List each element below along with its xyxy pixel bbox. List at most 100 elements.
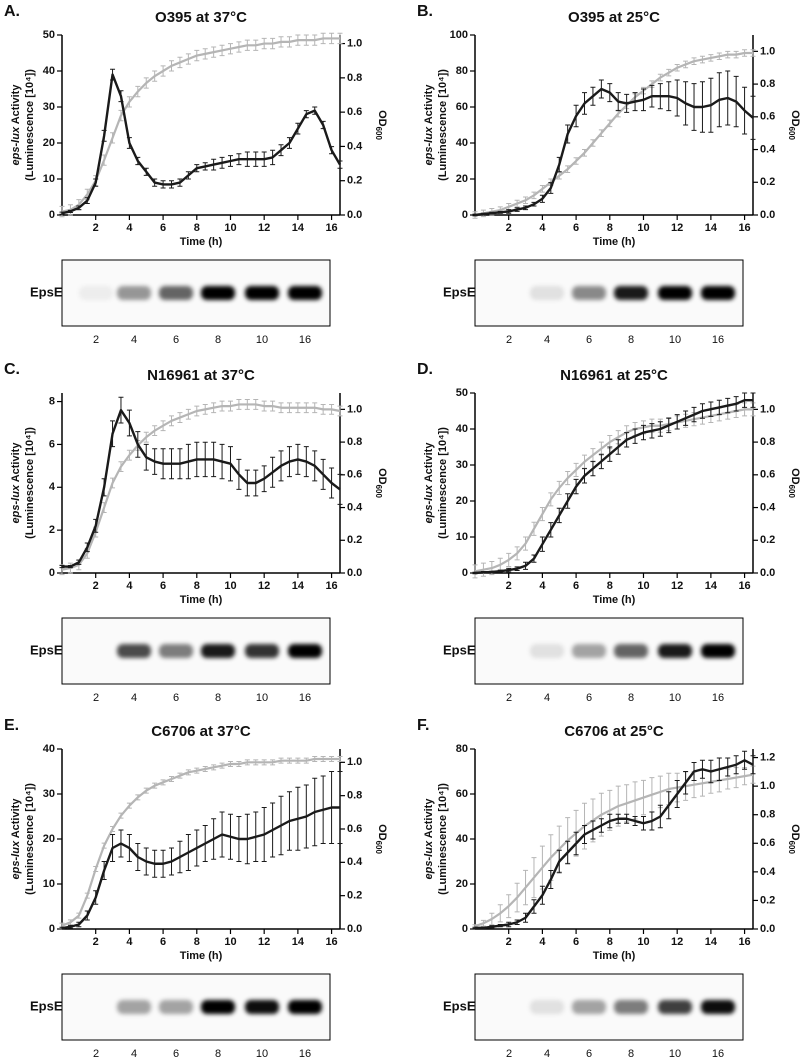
x-tick-label: 4 [539,222,546,234]
y2-axis-label-text: OD [376,824,388,841]
blot-band [658,286,692,300]
y-axis-label: eps-lux Activity [423,798,435,880]
x-tick-label: 10 [637,936,649,948]
panel: B. O395 at 25°C eps-lux Activity (Luminesce… [417,3,800,346]
y-tick-label: 20 [456,173,468,185]
y2-tick-label: 0.8 [347,72,362,84]
x-tick-label: 10 [637,222,649,234]
y2-tick-label: 0.6 [347,106,362,118]
x-axis-label: Time (h) [180,594,223,606]
y2-tick-label: 0.0 [760,209,775,221]
x-tick-label: 4 [126,580,133,592]
y-axis-label-text: Activity [10,442,22,485]
lane-label: 10 [669,692,681,704]
x-tick-label: 2 [506,936,512,948]
x-tick-label: 6 [160,222,166,234]
blot-label: EpsE [30,284,63,299]
y-tick-label: 30 [456,459,468,471]
blot-frame [61,973,331,1041]
y2-tick-label: 0.2 [347,175,362,187]
x-tick-label: 12 [258,222,270,234]
blot-band [530,1000,564,1014]
x-tick-label: 2 [93,936,99,948]
lane-label: 6 [586,692,592,704]
blot-band [159,644,193,658]
y2-tick-label: 0.8 [347,436,362,448]
y2-tick-label: 0.6 [347,823,362,835]
blot-frame [474,617,744,685]
lane-label: 4 [131,692,137,704]
y2-tick-label: 0.4 [760,866,776,878]
y-tick-label: 0 [49,923,55,935]
lane-label: 6 [586,1048,592,1057]
blot-band [572,644,606,658]
y2-tick-label: 0.8 [760,78,775,90]
blot-band [79,1000,113,1014]
y-tick-label: 40 [456,833,468,845]
y-axis-label-2: (Luminescence [10⁴]) [437,69,449,181]
x-tick-label: 10 [637,580,649,592]
chart-title: C6706 at 37°C [151,723,251,740]
blot-band [658,1000,692,1014]
x-axis-label: Time (h) [180,950,223,962]
blot-band [79,644,113,658]
blot-label: EpsE [30,998,63,1013]
x-axis-label: Time (h) [593,236,636,248]
x-tick-label: 10 [224,936,236,948]
y-tick-label: 4 [49,481,56,493]
panel: E. C6706 at 37°C eps-lux Activity (Luminesc… [4,717,388,1057]
x-tick-label: 2 [506,580,512,592]
y-tick-label: 30 [43,788,55,800]
x-tick-label: 8 [607,936,613,948]
y2-axis-label-sub: 600 [374,485,383,499]
blot-band [701,286,735,300]
y2-tick-label: 0.8 [760,809,775,821]
y-tick-label: 50 [43,29,55,41]
lane-label: 8 [215,1048,221,1057]
blot-band [572,1000,606,1014]
blot-band [245,286,279,300]
y2-tick-label: 1.2 [760,751,775,763]
lane-label: 16 [299,334,311,346]
blot-band [614,1000,648,1014]
lane-label: 10 [256,334,268,346]
lane-label: 2 [93,692,99,704]
x-tick-label: 16 [738,936,750,948]
blot-band [492,644,526,658]
data-line [474,773,754,928]
lane-label: 6 [173,1048,179,1057]
data-line [474,51,753,217]
x-tick-label: 8 [194,222,200,234]
lane-label: 6 [586,334,592,346]
y2-tick-label: 0.8 [760,436,775,448]
y2-tick-label: 0.2 [760,894,775,906]
y2-axis-label: OD600 [787,110,800,140]
y2-tick-label: 0.0 [760,923,775,935]
x-tick-label: 6 [573,936,579,948]
y-axis-label-italic: eps-lux [10,840,22,879]
x-tick-label: 10 [224,222,236,234]
y-axis-label-2: (Luminescence [10⁴]) [24,783,36,895]
y-axis-label: eps-lux Activity [10,84,22,166]
x-tick-label: 6 [160,936,166,948]
y-tick-label: 10 [456,531,468,543]
blot-frame [61,617,331,685]
x-tick-label: 12 [258,580,270,592]
y-tick-label: 0 [462,209,468,221]
lane-label: 2 [93,334,99,346]
lane-label: 16 [712,334,724,346]
blot-band [288,1000,322,1014]
panel-label: D. [417,361,433,378]
y-tick-label: 10 [43,173,55,185]
y-tick-label: 50 [456,387,468,399]
x-tick-label: 2 [93,222,99,234]
y2-tick-label: 0.0 [347,209,362,221]
lane-label: 8 [628,334,634,346]
error-bar [472,564,478,579]
y-tick-label: 0 [462,567,468,579]
y-tick-label: 20 [43,833,55,845]
y-tick-label: 20 [43,137,55,149]
y-tick-label: 20 [456,878,468,890]
lane-label: 8 [215,334,221,346]
y-axis-label-2: (Luminescence [10⁴]) [24,69,36,181]
